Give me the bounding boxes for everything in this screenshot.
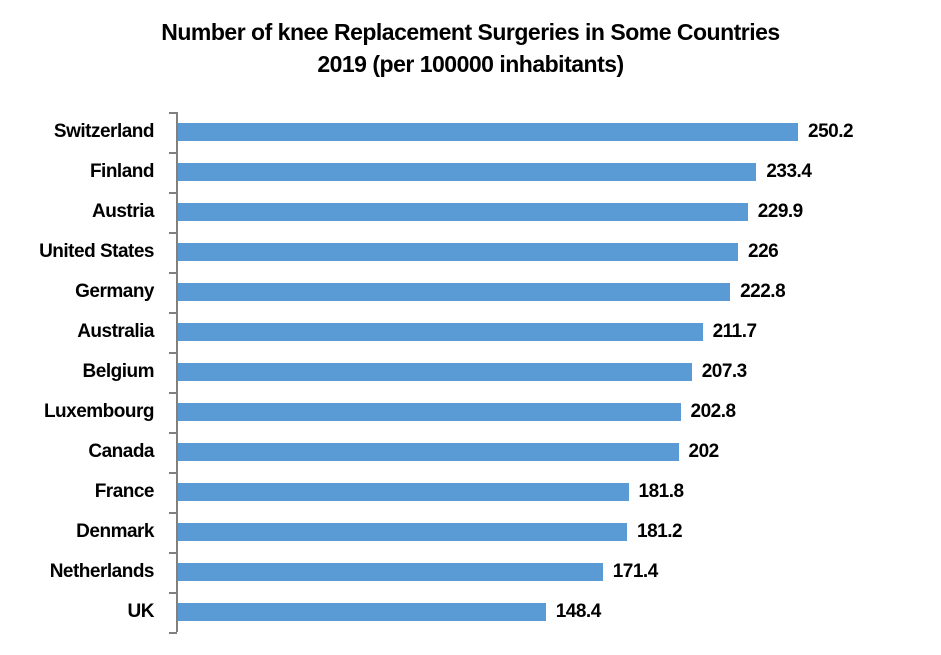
value-label: 148.4 [555, 601, 602, 622]
bar-track: 226 [176, 232, 941, 272]
y-axis-line [176, 112, 178, 632]
y-axis-tick [169, 592, 177, 594]
value-label: 181.2 [637, 521, 683, 542]
bar-track: 171.4 [176, 552, 941, 592]
y-axis-tick [169, 112, 177, 114]
chart-title-line1: Number of knee Replacement Surgeries in … [161, 19, 780, 45]
bar-rows: Switzerland 250.2 Finland 233.4 Austria 229.9… [0, 112, 941, 632]
bar [178, 283, 731, 301]
bar-track: 233.4 [176, 152, 941, 192]
bar [178, 163, 757, 181]
bar-track: 211.7 [176, 312, 941, 352]
category-label: Switzerland [53, 121, 155, 142]
bar-row: Australia 211.7 [0, 312, 941, 352]
category-label: UK [127, 601, 155, 622]
bar-row: Luxembourg 202.8 [0, 392, 941, 432]
category-label: Belgium [82, 361, 155, 382]
category-label: Luxembourg [43, 401, 155, 422]
value-label: 226 [748, 241, 779, 262]
bar [178, 403, 681, 421]
chart-title-line2: 2019 (per 100000 inhabitants) [317, 51, 624, 77]
bar-track: 181.2 [176, 512, 941, 552]
chart-title: Number of knee Replacement Surgeries in … [0, 16, 941, 80]
value-label: 229.9 [757, 201, 804, 222]
bar-row: Denmark 181.2 [0, 512, 941, 552]
bar-track: 202.8 [176, 392, 941, 432]
bar-row: Netherlands 171.4 [0, 552, 941, 592]
category-label: Netherlands [49, 561, 155, 582]
bar [178, 363, 692, 381]
value-label: 202.8 [690, 401, 737, 422]
bar [178, 603, 546, 621]
y-axis-tick [169, 472, 177, 474]
value-label: 233.4 [766, 161, 812, 182]
category-label: Canada [88, 441, 154, 462]
bar-track: 222.8 [176, 272, 941, 312]
bar-track: 207.3 [176, 352, 941, 392]
bar-row: Germany 222.8 [0, 272, 941, 312]
bar-row: United States 226 [0, 232, 941, 272]
bar-row: Finland 233.4 [0, 152, 941, 192]
bar-track: 250.2 [176, 112, 941, 152]
plot-area: Switzerland 250.2 Finland 233.4 Austria 229.9… [0, 112, 941, 634]
value-label: 222.8 [740, 281, 786, 302]
y-axis-tick [169, 152, 177, 154]
bar-track: 181.8 [176, 472, 941, 512]
bar [178, 443, 679, 461]
bar [178, 483, 629, 501]
bar [178, 323, 703, 341]
y-axis-tick [169, 192, 177, 194]
category-label: Austria [92, 201, 154, 222]
category-label: Denmark [76, 521, 154, 542]
bar-row: Switzerland 250.2 [0, 112, 941, 152]
value-label: 171.4 [612, 561, 659, 582]
bar [178, 243, 739, 261]
y-axis-tick [169, 312, 177, 314]
bar-track: 229.9 [176, 192, 941, 232]
category-label: Germany [75, 281, 154, 302]
value-label: 250.2 [808, 121, 854, 142]
bar-row: Belgium 207.3 [0, 352, 941, 392]
y-axis-tick [169, 352, 177, 354]
y-axis-tick [169, 232, 177, 234]
value-label: 181.8 [638, 481, 685, 502]
category-label: United States [39, 241, 154, 262]
value-label: 207.3 [701, 361, 748, 382]
bar [178, 523, 628, 541]
value-label: 202 [688, 441, 720, 462]
bar [178, 563, 603, 581]
y-axis-tick [169, 392, 177, 394]
bar-track: 202 [176, 432, 941, 472]
category-label: Australia [77, 321, 154, 342]
value-label: 211.7 [712, 321, 758, 342]
bar-track: 148.4 [176, 592, 941, 632]
category-label: France [94, 481, 155, 502]
bar-row: France 181.8 [0, 472, 941, 512]
y-axis-tick [169, 552, 177, 554]
bar-row: UK 148.4 [0, 592, 941, 632]
y-axis-tick [169, 272, 177, 274]
bar [178, 203, 748, 221]
category-label: Finland [89, 161, 155, 182]
bar-row: Canada 202 [0, 432, 941, 472]
y-axis-tick [169, 632, 177, 634]
bar-row: Austria 229.9 [0, 192, 941, 232]
bar [178, 123, 798, 141]
y-axis-tick [169, 432, 177, 434]
y-axis-tick [169, 512, 177, 514]
